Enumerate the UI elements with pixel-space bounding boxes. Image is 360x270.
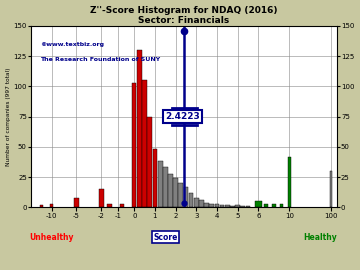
Bar — [120, 204, 124, 207]
Text: Score: Score — [153, 233, 177, 242]
Bar — [210, 204, 214, 207]
Bar — [132, 83, 136, 207]
Text: 2.4223: 2.4223 — [165, 112, 200, 121]
Text: ©www.textbiz.org: ©www.textbiz.org — [40, 42, 104, 47]
Bar — [153, 149, 157, 207]
Bar — [272, 204, 275, 207]
Bar — [107, 204, 112, 207]
Bar — [137, 50, 142, 207]
Bar — [40, 205, 42, 207]
Bar — [189, 193, 193, 207]
Bar — [220, 205, 225, 207]
Text: Healthy: Healthy — [303, 233, 337, 242]
Bar — [246, 206, 250, 207]
Bar — [329, 171, 332, 207]
Bar — [142, 80, 147, 207]
Bar — [168, 174, 173, 207]
Bar — [225, 205, 230, 207]
Bar — [173, 178, 178, 207]
Text: The Research Foundation of SUNY: The Research Foundation of SUNY — [40, 57, 161, 62]
Bar — [199, 200, 204, 207]
Bar — [240, 206, 245, 207]
Title: Z''-Score Histogram for NDAQ (2016)
Sector: Financials: Z''-Score Histogram for NDAQ (2016) Sect… — [90, 6, 278, 25]
Bar — [184, 187, 188, 207]
Bar — [50, 204, 53, 207]
Bar — [163, 167, 168, 207]
Bar — [74, 198, 79, 207]
Bar — [179, 183, 183, 207]
Y-axis label: Number of companies (997 total): Number of companies (997 total) — [5, 67, 10, 166]
Bar — [230, 206, 235, 207]
Bar — [280, 204, 283, 207]
Bar — [215, 204, 219, 207]
Bar — [194, 198, 199, 207]
Bar — [204, 202, 209, 207]
Bar — [235, 205, 240, 207]
Text: Unhealthy: Unhealthy — [30, 233, 74, 242]
Bar — [158, 161, 162, 207]
Bar — [288, 157, 291, 207]
Bar — [148, 117, 152, 207]
Bar — [99, 189, 104, 207]
Bar — [255, 201, 261, 207]
Bar — [264, 204, 268, 207]
